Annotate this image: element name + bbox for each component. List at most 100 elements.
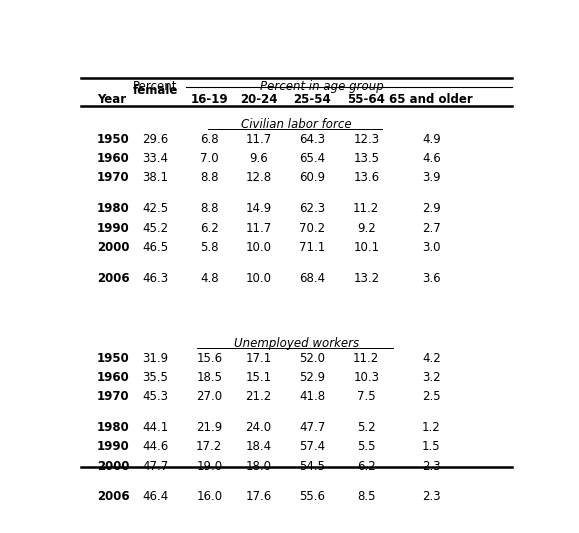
Text: 9.6: 9.6: [249, 152, 268, 165]
Text: 17.2: 17.2: [196, 440, 222, 453]
Text: 5.5: 5.5: [357, 440, 376, 453]
Text: 71.1: 71.1: [299, 241, 325, 254]
Text: 62.3: 62.3: [299, 202, 325, 215]
Text: 1970: 1970: [97, 390, 130, 403]
Text: Unemployed workers: Unemployed workers: [234, 337, 360, 350]
Text: 68.4: 68.4: [299, 272, 325, 285]
Text: 38.1: 38.1: [142, 172, 168, 184]
Text: 17.6: 17.6: [245, 490, 272, 503]
Text: 57.4: 57.4: [299, 440, 325, 453]
Text: 19.0: 19.0: [196, 459, 222, 473]
Text: 1980: 1980: [97, 202, 130, 215]
Text: 65.4: 65.4: [299, 152, 325, 165]
Text: 1960: 1960: [97, 371, 130, 384]
Text: 9.2: 9.2: [357, 222, 376, 235]
Text: 3.6: 3.6: [422, 272, 441, 285]
Text: 2.3: 2.3: [422, 459, 441, 473]
Text: 2.9: 2.9: [422, 202, 441, 215]
Text: 45.3: 45.3: [142, 390, 168, 403]
Text: 2.3: 2.3: [422, 490, 441, 503]
Text: 45.2: 45.2: [142, 222, 168, 235]
Text: 55.6: 55.6: [299, 490, 325, 503]
Text: 44.6: 44.6: [142, 440, 168, 453]
Text: 16-19: 16-19: [190, 93, 228, 106]
Text: 1.2: 1.2: [422, 421, 441, 434]
Text: 3.9: 3.9: [422, 172, 441, 184]
Text: 65 and older: 65 and older: [390, 93, 473, 106]
Text: 11.2: 11.2: [353, 202, 379, 215]
Text: 4.6: 4.6: [422, 152, 441, 165]
Text: 13.6: 13.6: [353, 172, 379, 184]
Text: 27.0: 27.0: [196, 390, 222, 403]
Text: 16.0: 16.0: [196, 490, 222, 503]
Text: 6.2: 6.2: [357, 459, 376, 473]
Text: 33.4: 33.4: [142, 152, 168, 165]
Text: 2006: 2006: [97, 272, 130, 285]
Text: 18.4: 18.4: [245, 440, 272, 453]
Text: 5.8: 5.8: [200, 241, 218, 254]
Text: 10.3: 10.3: [353, 371, 379, 384]
Text: 6.8: 6.8: [200, 133, 218, 146]
Text: 1990: 1990: [97, 222, 130, 235]
Text: 7.0: 7.0: [200, 152, 218, 165]
Text: 7.5: 7.5: [357, 390, 376, 403]
Text: 1950: 1950: [97, 352, 130, 365]
Text: 18.0: 18.0: [245, 459, 272, 473]
Text: 10.1: 10.1: [353, 241, 379, 254]
Text: 54.5: 54.5: [299, 459, 325, 473]
Text: 46.3: 46.3: [142, 272, 168, 285]
Text: 2000: 2000: [97, 459, 130, 473]
Text: 1980: 1980: [97, 421, 130, 434]
Text: 3.0: 3.0: [422, 241, 441, 254]
Text: 1970: 1970: [97, 172, 130, 184]
Text: 4.9: 4.9: [422, 133, 441, 146]
Text: Civilian labor force: Civilian labor force: [241, 118, 352, 131]
Text: 8.8: 8.8: [200, 172, 218, 184]
Text: 29.6: 29.6: [142, 133, 168, 146]
Text: 2000: 2000: [97, 241, 130, 254]
Text: 1.5: 1.5: [422, 440, 441, 453]
Text: Percent in age group: Percent in age group: [259, 80, 383, 93]
Text: 8.8: 8.8: [200, 202, 218, 215]
Text: female: female: [133, 84, 178, 96]
Text: 4.2: 4.2: [422, 352, 441, 365]
Text: 46.4: 46.4: [142, 490, 168, 503]
Text: 21.2: 21.2: [245, 390, 272, 403]
Text: 4.8: 4.8: [200, 272, 218, 285]
Text: 41.8: 41.8: [299, 390, 325, 403]
Text: 20-24: 20-24: [240, 93, 277, 106]
Text: 46.5: 46.5: [142, 241, 168, 254]
Text: 15.1: 15.1: [245, 371, 272, 384]
Text: Year: Year: [97, 93, 126, 106]
Text: Percent: Percent: [133, 80, 178, 93]
Text: 11.7: 11.7: [245, 133, 272, 146]
Text: 1960: 1960: [97, 152, 130, 165]
Text: 55-64: 55-64: [347, 93, 385, 106]
Text: 15.6: 15.6: [196, 352, 222, 365]
Text: 52.0: 52.0: [299, 352, 325, 365]
Text: 25-54: 25-54: [294, 93, 331, 106]
Text: 70.2: 70.2: [299, 222, 325, 235]
Text: 2006: 2006: [97, 490, 130, 503]
Text: 13.2: 13.2: [353, 272, 379, 285]
Text: 11.7: 11.7: [245, 222, 272, 235]
Text: 35.5: 35.5: [142, 371, 168, 384]
Text: 3.2: 3.2: [422, 371, 441, 384]
Text: 6.2: 6.2: [200, 222, 219, 235]
Text: 44.1: 44.1: [142, 421, 168, 434]
Text: 52.9: 52.9: [299, 371, 325, 384]
Text: 21.9: 21.9: [196, 421, 222, 434]
Text: 1990: 1990: [97, 440, 130, 453]
Text: 64.3: 64.3: [299, 133, 325, 146]
Text: 10.0: 10.0: [245, 272, 272, 285]
Text: 18.5: 18.5: [196, 371, 222, 384]
Text: 17.1: 17.1: [245, 352, 272, 365]
Text: 47.7: 47.7: [142, 459, 168, 473]
Text: 14.9: 14.9: [245, 202, 272, 215]
Text: 2.7: 2.7: [422, 222, 441, 235]
Text: 12.8: 12.8: [245, 172, 272, 184]
Text: 5.2: 5.2: [357, 421, 376, 434]
Text: 12.3: 12.3: [353, 133, 379, 146]
Text: 2.5: 2.5: [422, 390, 441, 403]
Text: 11.2: 11.2: [353, 352, 379, 365]
